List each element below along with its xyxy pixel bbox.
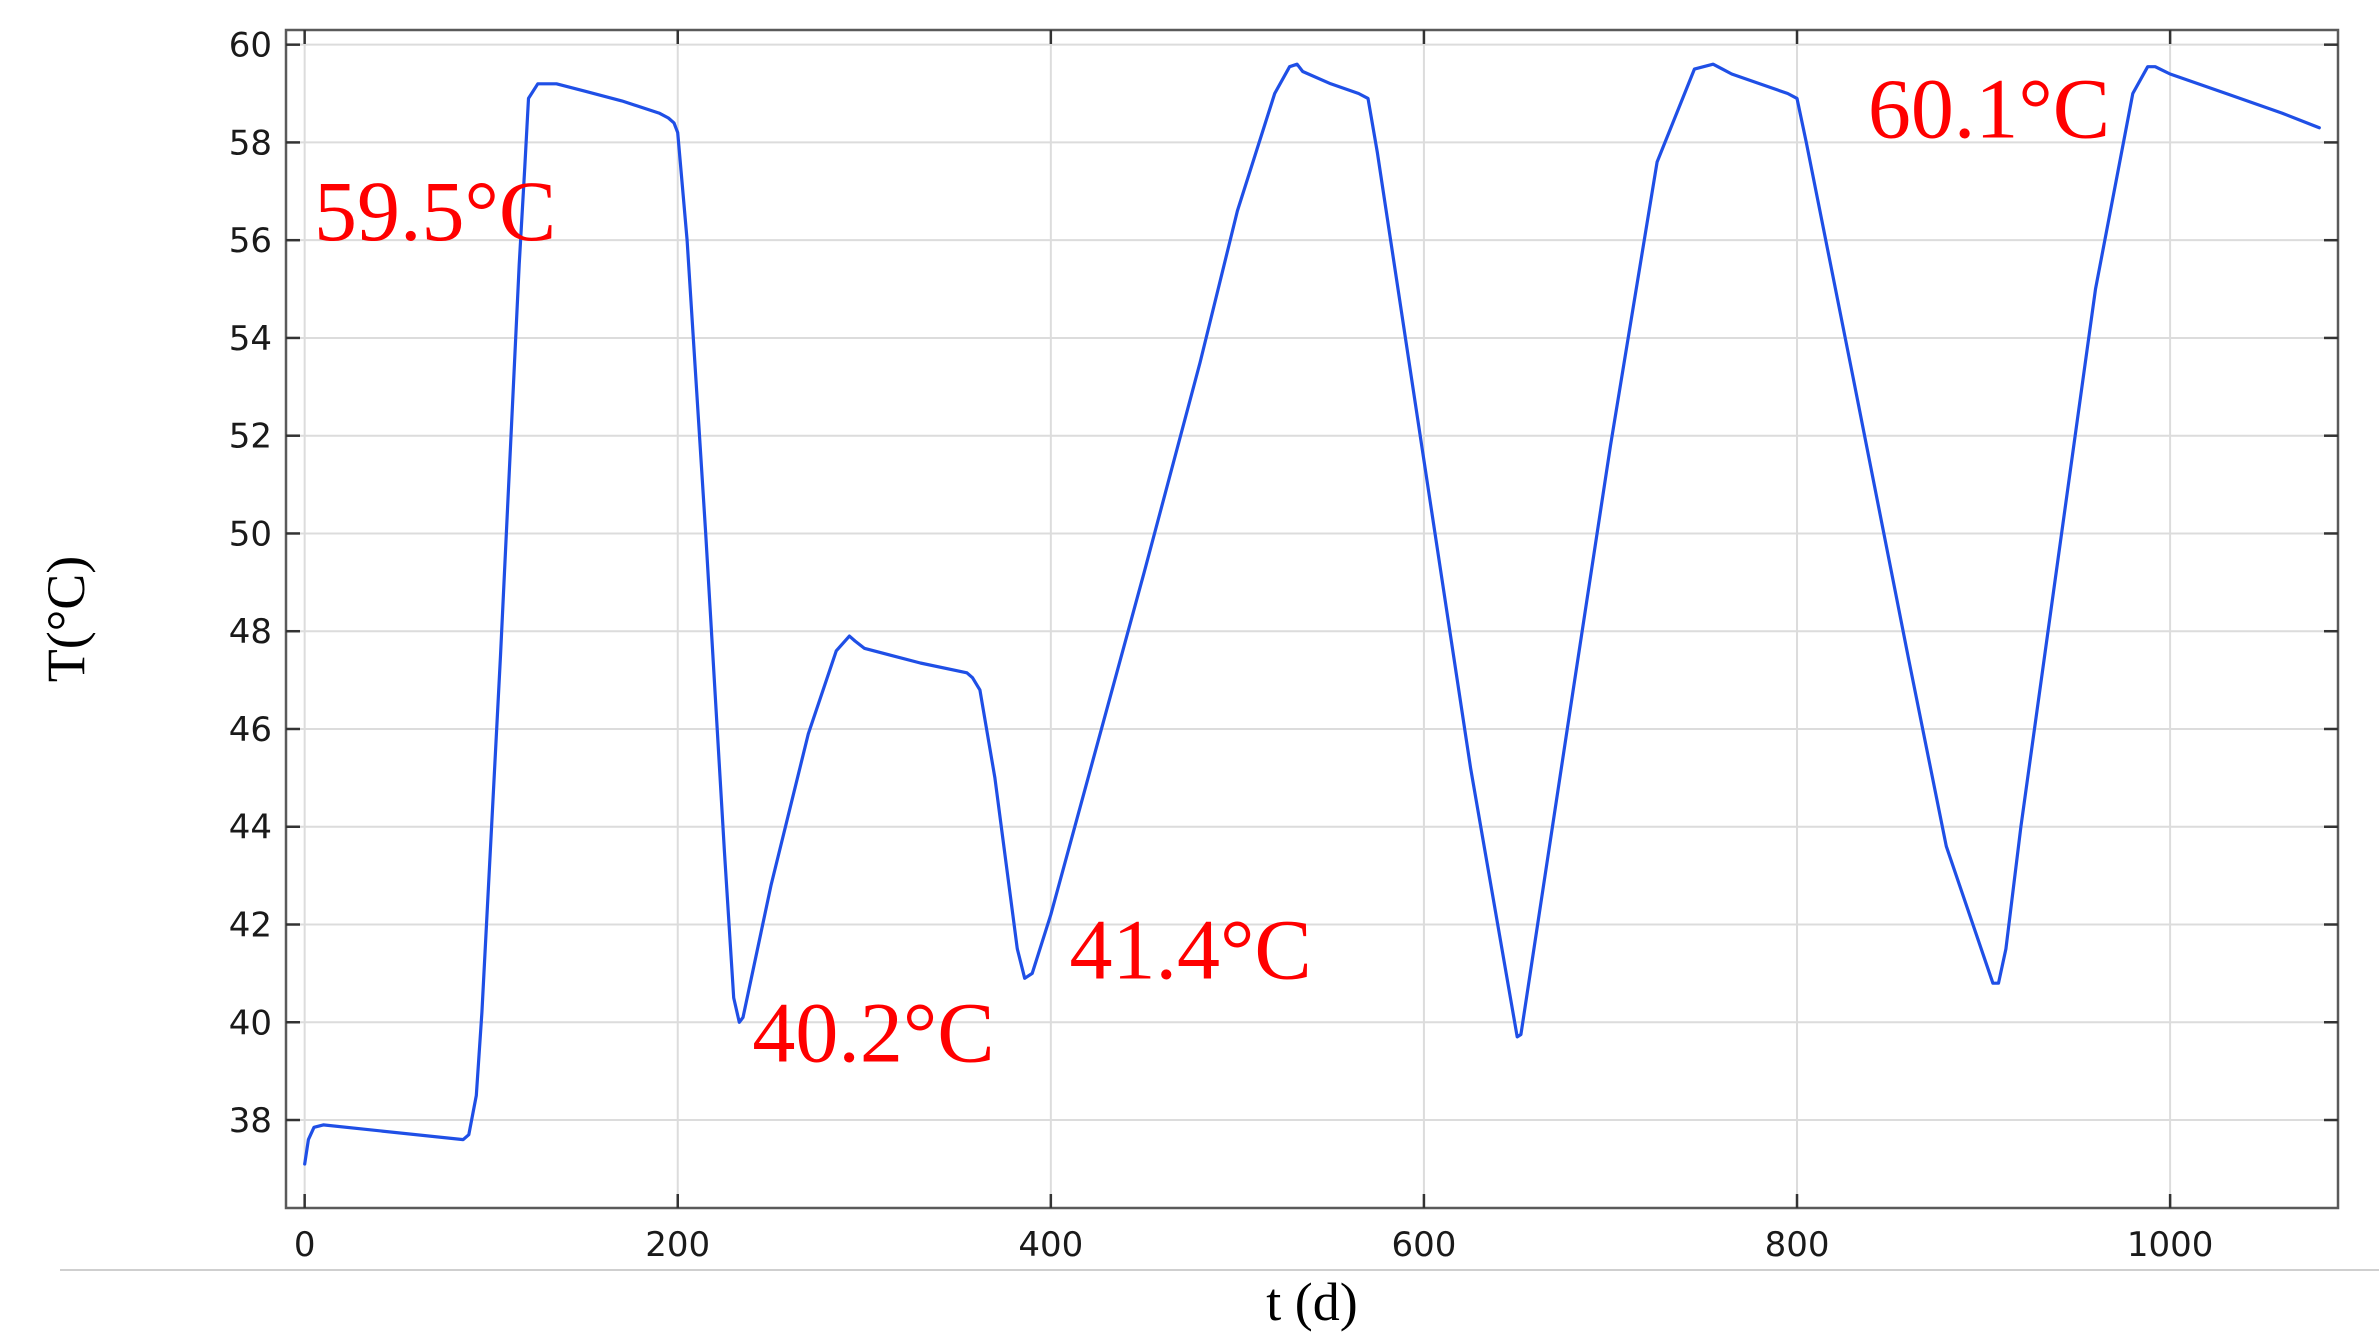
- x-tick-label: 200: [645, 1225, 710, 1265]
- y-tick-label: 42: [229, 905, 272, 945]
- annotation-layer: 59.5°C 40.2°C 41.4°C 60.1°C: [314, 61, 2110, 1081]
- x-tick-label: 600: [1391, 1225, 1456, 1265]
- axis-ticks: 0 200 400 600 800 1000 38 40 42 44 46 48 50 52 54 56 58 6…: [229, 26, 2338, 1265]
- x-axis-title: t (d): [1266, 1272, 1357, 1332]
- y-tick-label: 38: [229, 1101, 272, 1141]
- x-tick-label: 400: [1018, 1225, 1083, 1265]
- y-tick-label: 44: [229, 808, 272, 848]
- y-tick-label: 52: [229, 417, 272, 457]
- y-tick-label: 54: [229, 319, 272, 359]
- grid-lines: [60, 30, 2379, 1271]
- annotation-label: 40.2°C: [752, 984, 994, 1080]
- plot-area-frame: [284, 28, 2340, 1210]
- y-tick-label: 56: [229, 221, 272, 261]
- y-tick-label: 50: [229, 514, 272, 554]
- y-axis-title: T(°C): [36, 556, 96, 683]
- annotation-label: 59.5°C: [314, 163, 556, 259]
- y-tick-label: 58: [229, 123, 272, 163]
- annotation-label: 60.1°C: [1868, 61, 2110, 157]
- series-layer: [303, 62, 2321, 1166]
- y-tick-label: 60: [229, 26, 272, 66]
- y-tick-label: 40: [229, 1003, 272, 1043]
- annotation-label: 41.4°C: [1069, 901, 1311, 997]
- x-tick-label: 800: [1765, 1225, 1830, 1265]
- x-tick-label: 1000: [2127, 1225, 2214, 1265]
- series-line-0: [303, 62, 2321, 1166]
- y-tick-label: 48: [229, 612, 272, 652]
- x-tick-label: 0: [294, 1225, 316, 1265]
- y-tick-label: 46: [229, 710, 272, 750]
